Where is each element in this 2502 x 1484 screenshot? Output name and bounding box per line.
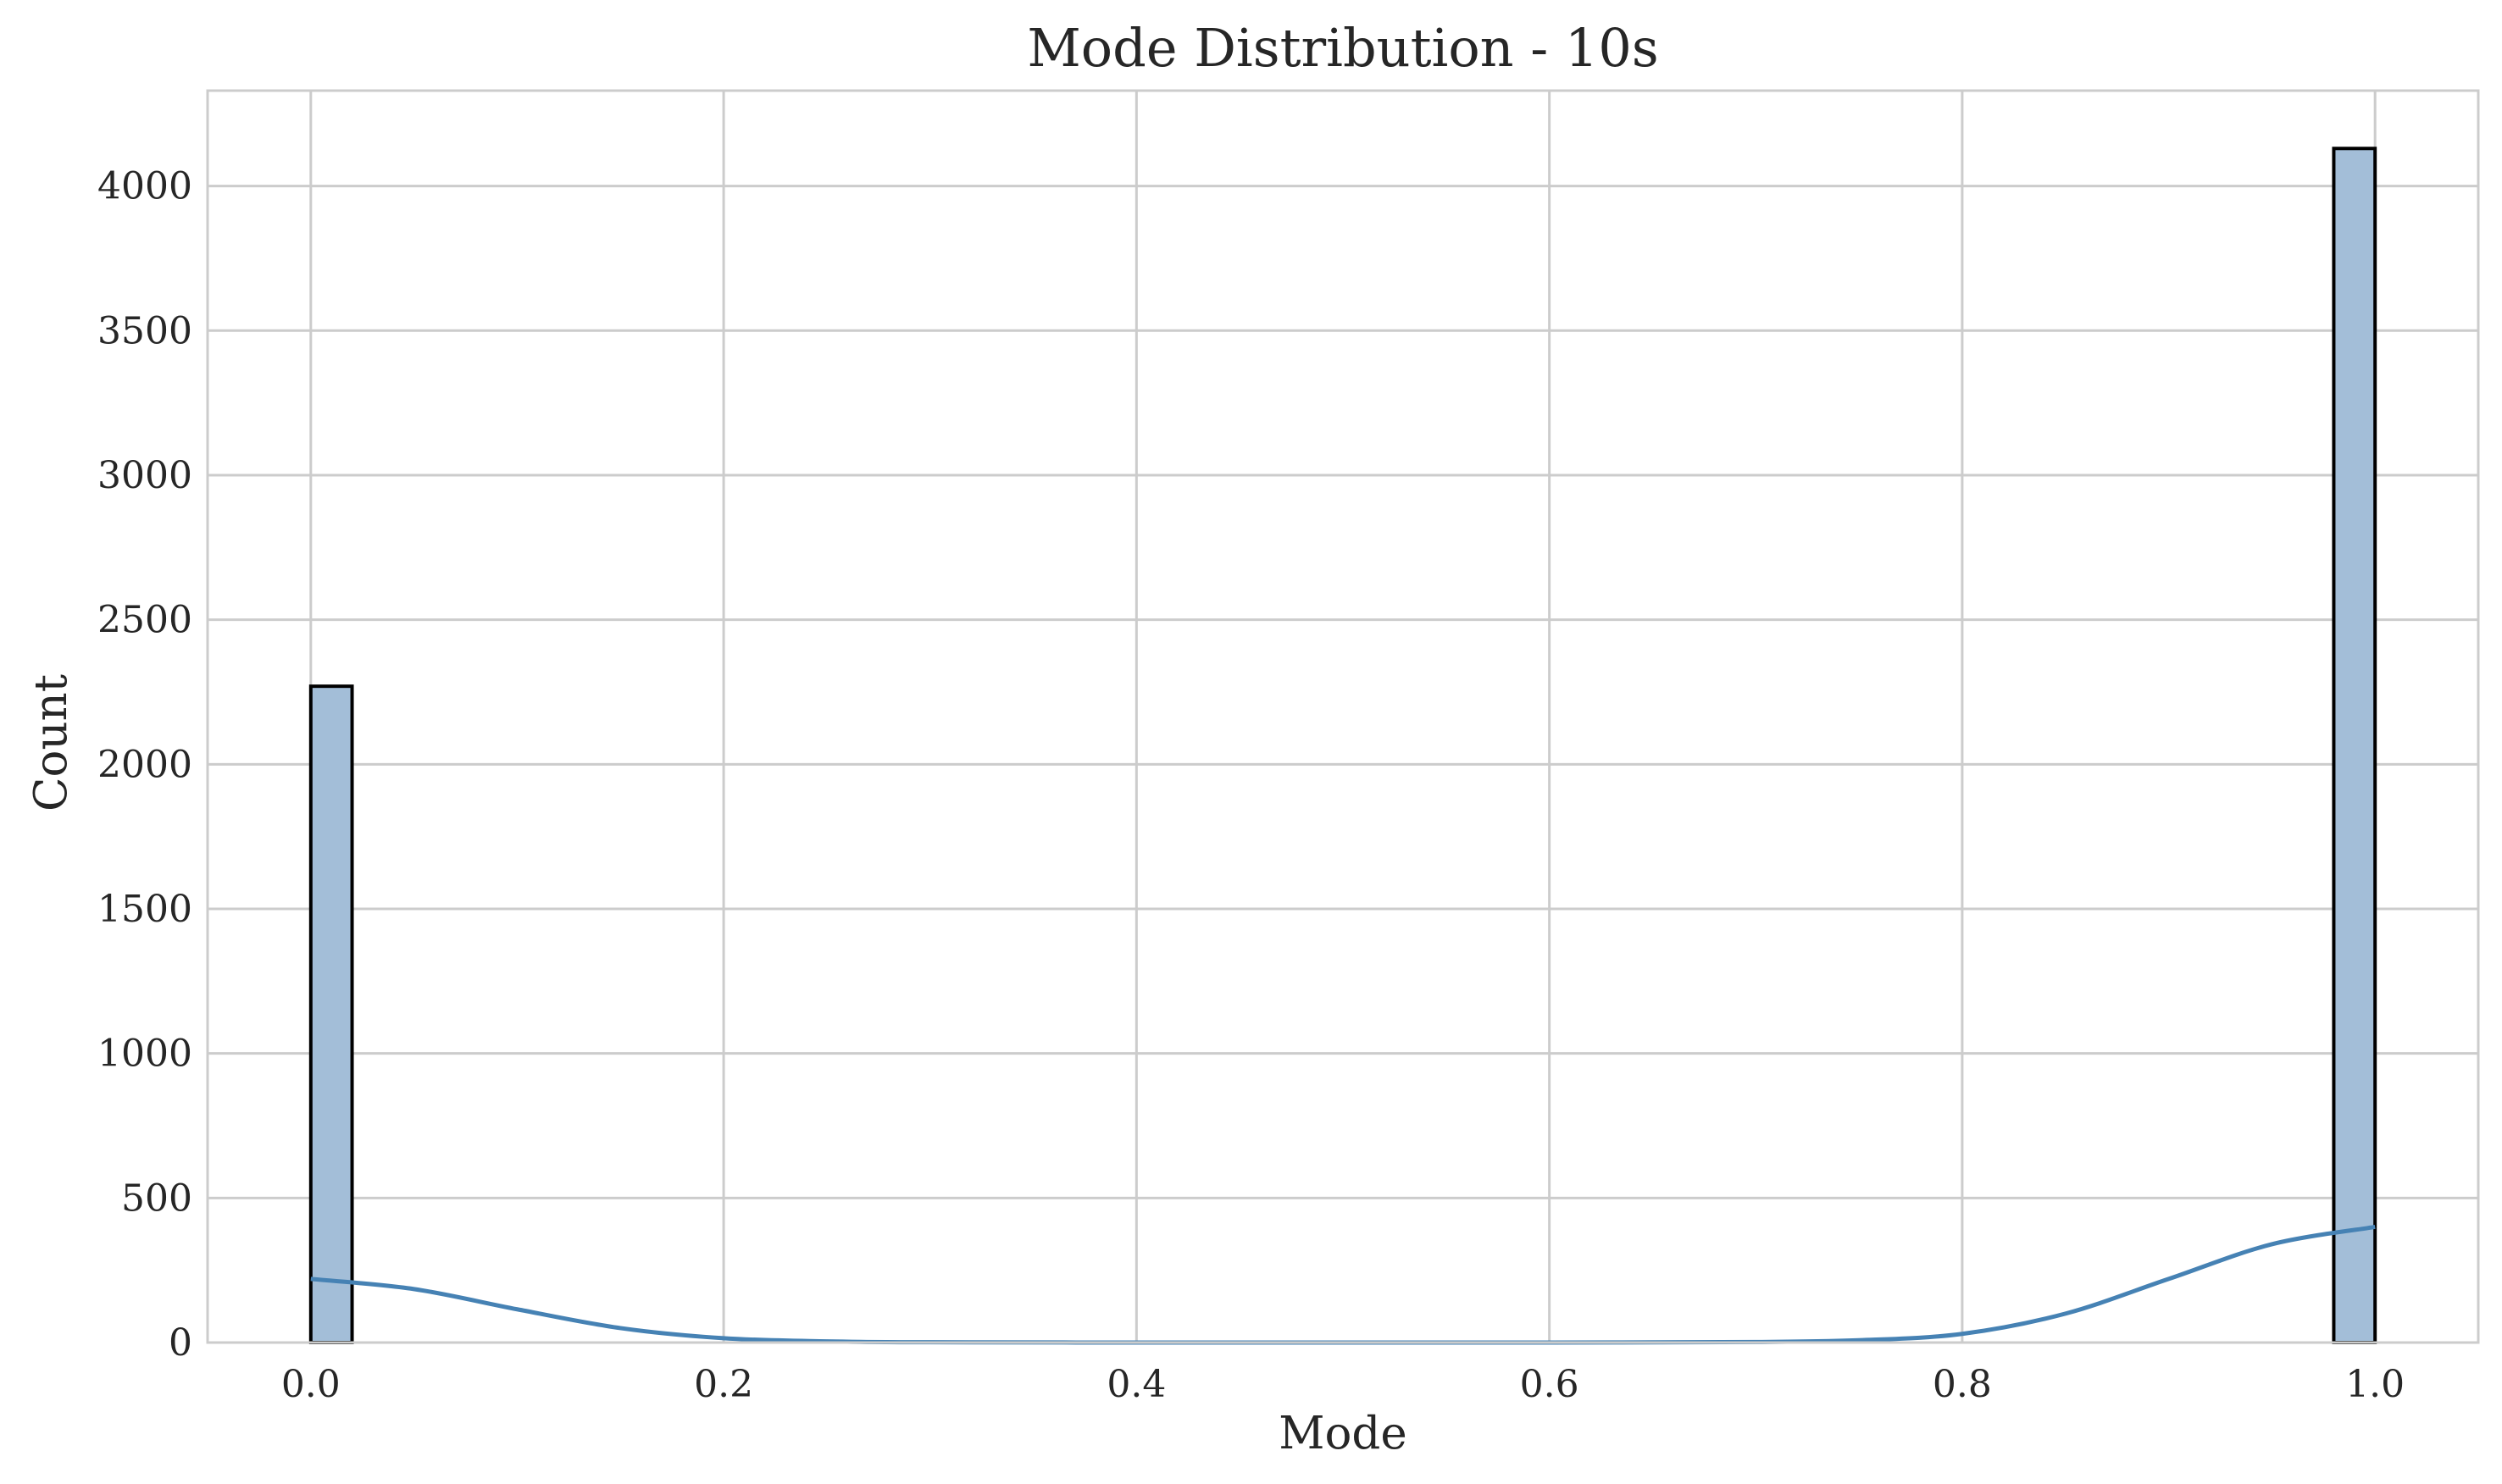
histogram-bar [308,684,354,1344]
x-tick-label: 0.8 [1933,1363,1992,1406]
plot-frame [206,89,2480,1344]
chart-title: Mode Distribution - 10s [1027,17,1658,79]
x-tick-label: 1.0 [2345,1363,2405,1406]
y-tick-label: 500 [121,1177,192,1220]
y-tick-label: 4000 [97,165,192,208]
y-tick-label: 1500 [97,888,192,931]
histogram-bar [2332,147,2377,1344]
histogram-bars [308,147,2377,1344]
y-axis-label: Count [25,674,77,811]
x-tick-label: 0.4 [1107,1363,1166,1406]
x-tick-label: 0.2 [694,1363,753,1406]
y-tick-label: 2500 [97,599,192,642]
x-tick-labels: 0.0 0.2 0.4 0.6 0.8 1.0 [281,1363,2405,1406]
y-tick-label: 3000 [97,454,192,497]
x-axis-label: Mode [1279,1408,1406,1459]
y-tick-label: 2000 [97,743,192,786]
y-tick-label: 3500 [97,309,192,352]
x-tick-label: 0.0 [281,1363,341,1406]
y-tick-label: 0 [169,1321,192,1365]
y-tick-labels: 0 500 1000 1500 2000 2500 3000 3500 4000 [97,165,192,1365]
x-tick-label: 0.6 [1520,1363,1579,1406]
y-tick-label: 1000 [97,1033,192,1076]
